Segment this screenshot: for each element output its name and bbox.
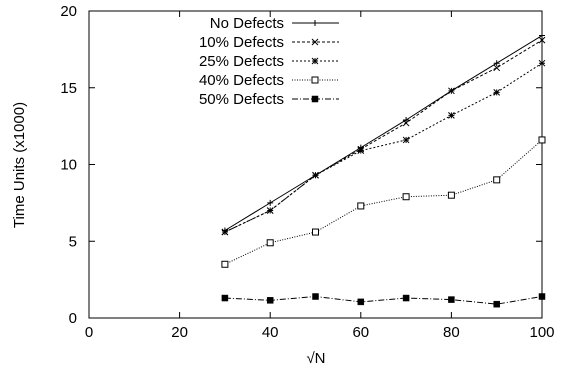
y-tick-label: 0 — [69, 310, 77, 327]
data-point — [221, 294, 229, 302]
x-tick-label: 100 — [529, 324, 554, 341]
data-point — [312, 293, 319, 300]
series-line-4 — [224, 139, 543, 265]
y-tick-label: 10 — [60, 157, 77, 174]
data-point — [448, 112, 455, 119]
legend-marker — [311, 57, 319, 65]
legend-label: 25% Defects — [199, 53, 284, 70]
data-point — [403, 116, 410, 123]
data-point — [493, 89, 501, 96]
data-point — [448, 87, 455, 95]
legend-marker — [311, 38, 319, 46]
y-tick-label: 15 — [60, 80, 77, 97]
legend-marker — [311, 76, 319, 84]
series-line-2 — [224, 39, 543, 233]
data-point — [402, 119, 410, 127]
x-tick-label: 60 — [352, 324, 369, 341]
data-point — [538, 59, 546, 67]
data-point — [402, 136, 410, 144]
data-point — [493, 176, 501, 184]
data-point — [221, 260, 229, 268]
legend-label: No Defects — [210, 15, 284, 32]
data-point — [538, 293, 546, 300]
data-point — [312, 228, 319, 236]
y-tick-label: 5 — [69, 233, 77, 250]
data-point — [493, 60, 500, 67]
data-point — [447, 191, 455, 199]
data-point — [493, 300, 500, 308]
data-point — [538, 36, 546, 44]
plot-area — [88, 10, 543, 319]
series-lines — [224, 35, 543, 305]
data-point — [266, 297, 274, 304]
y-axis-title: Time Units (x1000) — [11, 102, 28, 228]
data-point — [357, 202, 365, 210]
legend-label: 10% Defects — [199, 34, 284, 51]
data-point — [448, 296, 455, 303]
x-tick-label: 0 — [85, 324, 93, 341]
legend-marker — [312, 20, 318, 26]
data-point — [402, 193, 410, 201]
axis-ticks: 0 20 40 60 80 100 0 5 10 15 20 — [60, 3, 554, 341]
x-tick-label: 20 — [171, 324, 188, 341]
data-point — [538, 136, 546, 144]
data-point — [267, 199, 274, 206]
data-point — [493, 64, 501, 72]
data-point — [357, 298, 365, 306]
series-line-5 — [224, 296, 543, 305]
data-point — [539, 32, 545, 39]
data-point — [402, 294, 410, 302]
x-tick-label: 80 — [443, 324, 460, 341]
y-tick-label: 20 — [60, 3, 77, 20]
x-axis-title: √N — [306, 350, 325, 367]
legend-label: 40% Defects — [199, 72, 284, 89]
data-point — [266, 239, 274, 247]
data-point — [357, 147, 365, 155]
data-point — [221, 228, 229, 236]
data-point — [266, 207, 274, 214]
data-point — [312, 171, 319, 179]
series-line-1 — [224, 35, 543, 231]
legend: No Defects 10% Defects 25% Defects 40% Defe… — [199, 15, 339, 108]
legend-label: 50% Defects — [199, 91, 284, 108]
x-tick-label: 40 — [262, 324, 279, 341]
legend-marker — [311, 95, 319, 103]
series-markers — [221, 32, 546, 308]
